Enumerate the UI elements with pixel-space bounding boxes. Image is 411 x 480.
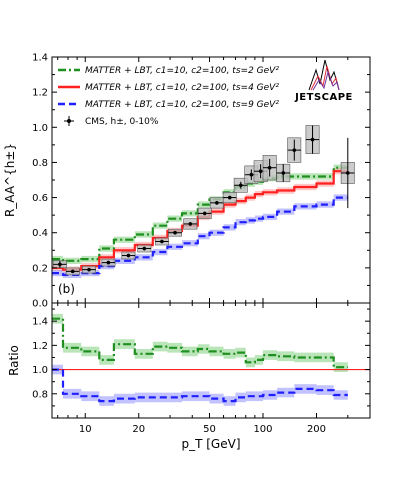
cms-point [142, 246, 147, 251]
bottom-lines [52, 317, 348, 403]
legend-data-marker [67, 119, 71, 123]
bottom-series-line-1 [52, 368, 348, 403]
logo-peaks-icon [308, 59, 340, 91]
top-y-axis-label: R_AA^{h±} [3, 143, 17, 217]
top-y-tick-label: 0.8 [32, 158, 48, 169]
bottom-plot-frame [51, 302, 371, 419]
legend-label-data: CMS, h±, 0-10% [85, 117, 159, 127]
x-tick-label: 100 [253, 424, 272, 435]
x-tick-label: 50 [203, 424, 216, 435]
cms-point [281, 171, 286, 175]
cms-point [202, 211, 207, 216]
top-bands [52, 164, 348, 278]
cms-point [345, 171, 350, 175]
cms-point [106, 260, 111, 265]
cms-point [160, 239, 164, 244]
bottom-y-tick-label: 1.2 [32, 341, 48, 352]
x-tick-label: 200 [307, 424, 326, 435]
cms-point [87, 267, 91, 272]
top-y-tick-label: 0.4 [32, 228, 48, 239]
cms-point [258, 169, 263, 174]
cms-point [249, 172, 254, 177]
bottom-bands [52, 313, 348, 406]
top-panel: 0.0 0.2 0.4 0.6 0.8 1.0 1.2 1.4 R_AA^{h±} (b) M… [3, 53, 371, 310]
cms-point [267, 165, 272, 170]
top-y-tick-label: 1.4 [32, 53, 48, 64]
x-tick-label: 20 [132, 424, 145, 435]
top-series-line-1 [52, 170, 348, 271]
legend: MATTER + LBT, c1=10, c2=100, ts=2 GeV² MA… [58, 66, 279, 127]
cms-point [215, 201, 219, 205]
logo-peaks-purple-icon [312, 70, 340, 91]
x-axis-label: p_T [GeV] [181, 437, 240, 451]
bottom-y-tick-label: 1.4 [32, 317, 48, 328]
top-y-axis: 0.0 0.2 0.4 0.6 0.8 1.0 1.2 1.4 [32, 53, 370, 310]
cms-point [227, 195, 232, 200]
x-tick-label: 10 [79, 424, 92, 435]
cms-point [292, 148, 297, 152]
legend-label-0: MATTER + LBT, c1=10, c2=100, ts=2 GeV² [85, 66, 279, 76]
top-y-tick-label: 0.0 [32, 299, 48, 310]
top-y-tick-label: 0.2 [32, 263, 48, 274]
top-y-tick-label: 1.0 [32, 123, 48, 134]
legend-label-1: MATTER + LBT, c1=10, c2=100, ts=4 GeV² [85, 83, 279, 93]
cms-data [52, 125, 355, 276]
bottom-panel: 0.8 1.0 1.2 1.4 10 20 50 100 200 Ratio p_T [GeV… [7, 302, 371, 451]
cms-point [310, 137, 315, 142]
top-band-1 [52, 168, 348, 273]
cms-point [126, 253, 131, 258]
cms-point [188, 222, 193, 226]
panel-label: (b) [58, 282, 75, 296]
bottom-band-1 [52, 364, 348, 406]
logo-text: JETSCAPE [294, 92, 353, 103]
top-series-line-2 [52, 196, 348, 276]
jetscape-logo: JETSCAPE [294, 59, 353, 103]
cms-point [173, 230, 177, 235]
bottom-y-axis-label: Ratio [7, 345, 21, 376]
cms-point [70, 269, 75, 274]
cms-point [58, 262, 62, 267]
legend-label-2: MATTER + LBT, c1=10, c2=100, ts=9 GeV² [85, 100, 279, 110]
bottom-y-tick-label: 0.8 [32, 389, 48, 400]
logo-peaks-red-icon [310, 65, 340, 91]
cms-point [238, 183, 243, 188]
bottom-band-0 [52, 313, 348, 372]
top-y-tick-label: 0.6 [32, 193, 48, 204]
bottom-y-tick-label: 1.0 [32, 365, 48, 376]
top-y-tick-label: 1.2 [32, 88, 48, 99]
